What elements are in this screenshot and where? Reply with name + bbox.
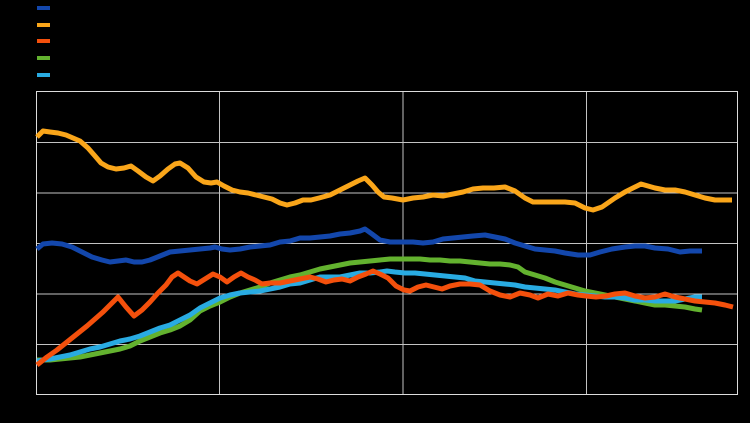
legend-swatch-icon — [37, 6, 50, 10]
data-line-orange — [35, 128, 732, 213]
legend-swatch-icon — [37, 39, 50, 44]
legend-swatch-icon — [37, 56, 50, 61]
legend-swatch-icon — [37, 72, 50, 77]
data-line-orange-red — [35, 268, 734, 367]
plot-border — [36, 91, 738, 395]
legend — [0, 0, 750, 90]
data-line-dark-blue — [35, 226, 702, 265]
data-line-green — [37, 256, 703, 363]
legend-swatch-icon — [37, 22, 50, 27]
